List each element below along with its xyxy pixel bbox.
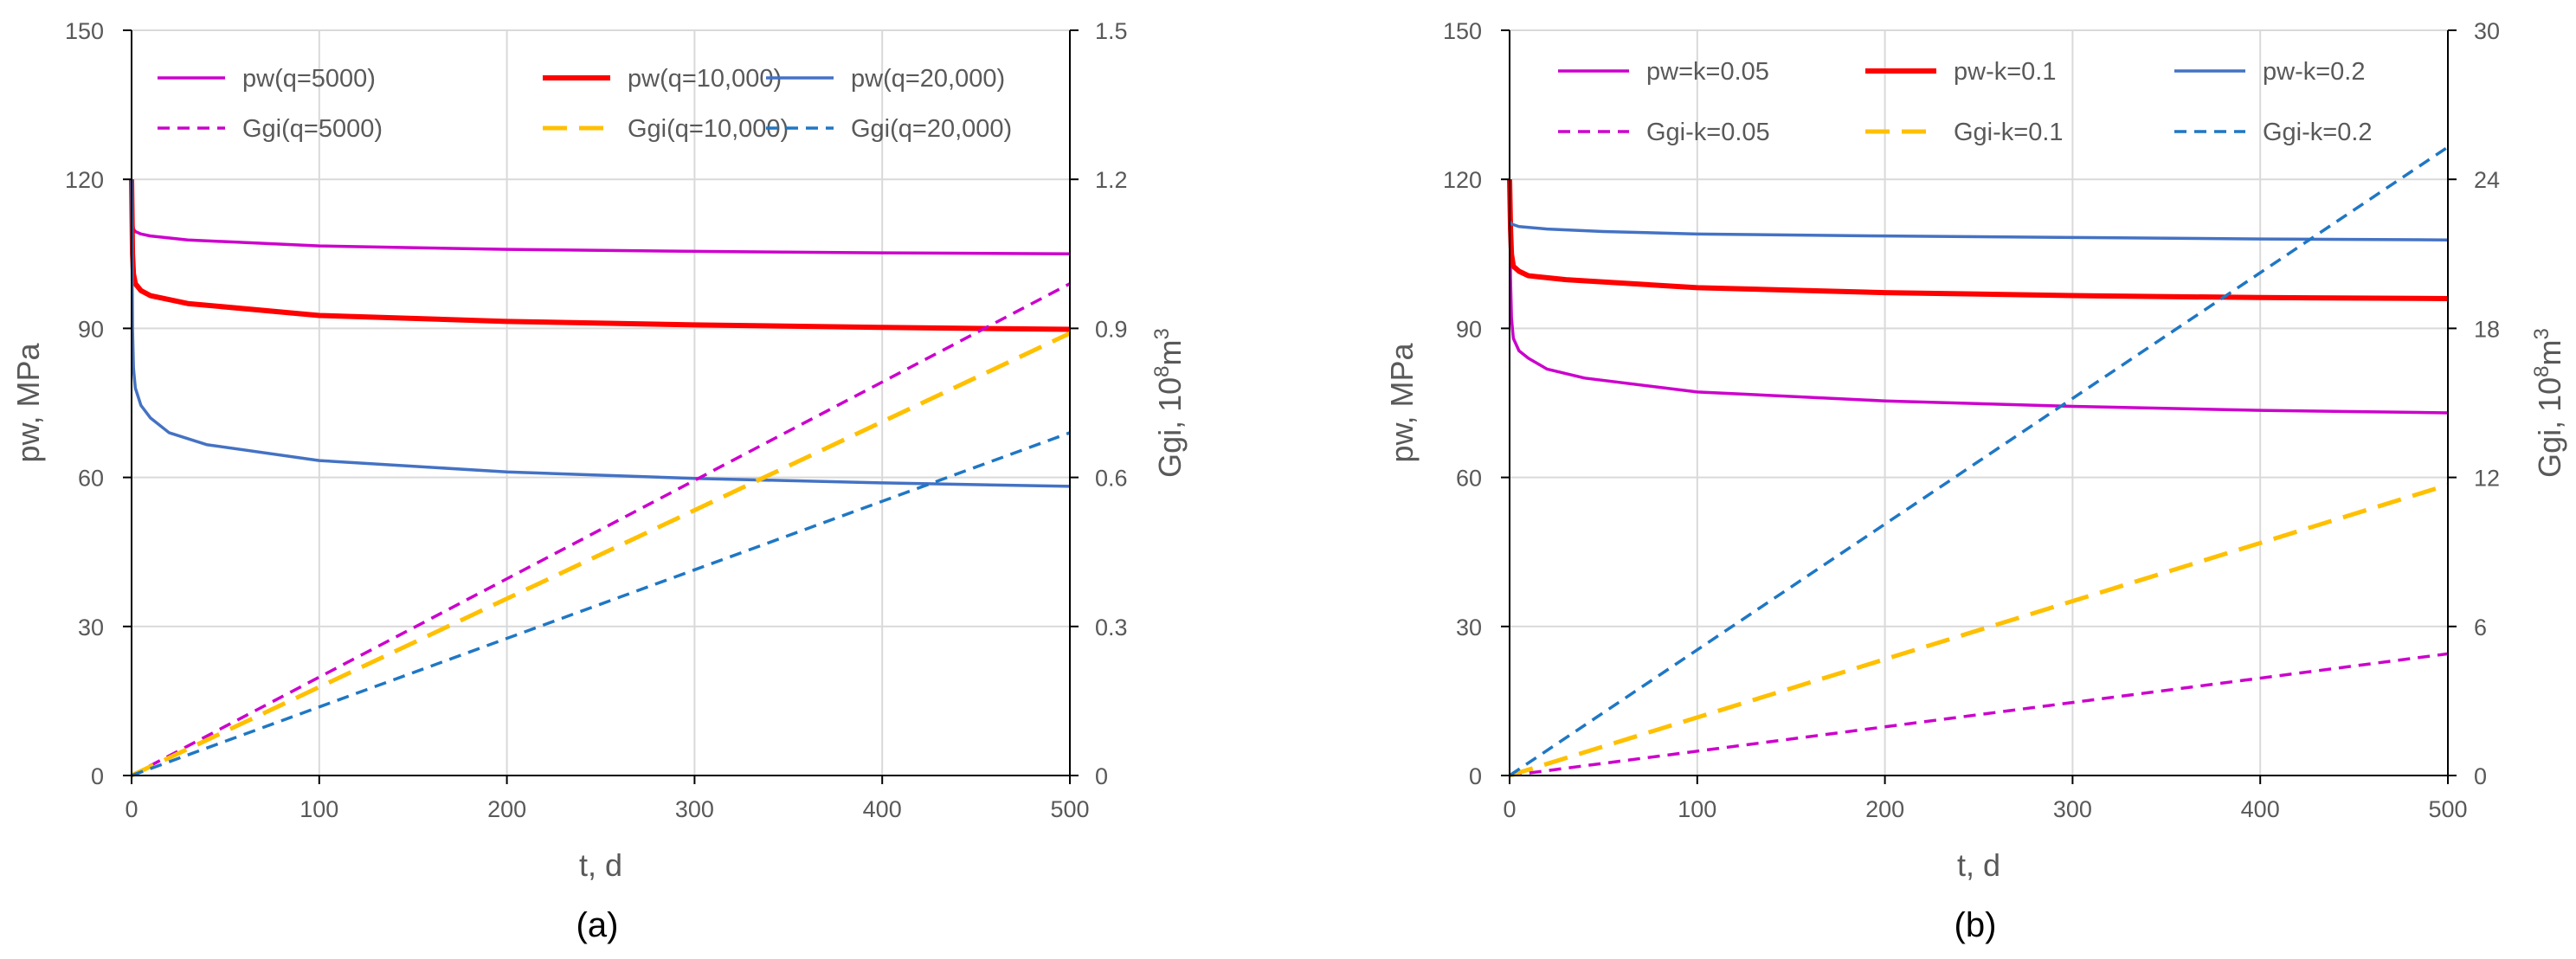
x-tick-label: 400 <box>863 796 902 822</box>
x-axis-title: t, d <box>1957 847 2000 883</box>
y2-tick-label: 0.3 <box>1095 615 1128 640</box>
legend-item: Ggi(q=20,000) <box>766 115 1012 143</box>
legend-label: Ggi(q=10,000) <box>628 115 789 143</box>
legend-item: pw-k=0.1 <box>1865 58 2056 86</box>
y-tick-label: 60 <box>78 466 104 492</box>
y2-tick-label: 12 <box>2474 466 2500 492</box>
x-tick-label: 200 <box>487 796 526 822</box>
series-line-pw-2 <box>1508 220 2449 241</box>
y2-tick-label: 30 <box>2474 18 2500 44</box>
x-tick-label: 500 <box>2428 796 2467 822</box>
y-tick-label: 150 <box>65 18 104 44</box>
y-axis-title: pw, MPa <box>10 342 46 462</box>
x-tick-label: 100 <box>299 796 338 822</box>
legend-label: Ggi(q=20,000) <box>851 115 1012 143</box>
legend-item: pw=k=0.05 <box>1558 58 1769 86</box>
legend-label: Ggi-k=0.05 <box>1646 119 1770 146</box>
y-tick-label: 120 <box>65 167 104 193</box>
y2-tick-label: 1.2 <box>1095 167 1128 193</box>
x-tick-label: 0 <box>1503 796 1516 822</box>
legend-item: Ggi(q=5000) <box>158 115 383 143</box>
y-tick-label: 0 <box>91 763 104 789</box>
panel-caption: (b) <box>1955 906 1997 944</box>
y-tick-label: 60 <box>1456 466 1482 492</box>
y2-tick-label: 0.6 <box>1095 466 1128 492</box>
legend-item: pw-k=0.2 <box>2174 58 2365 86</box>
y-tick-label: 90 <box>78 316 104 342</box>
legend-label: Ggi-k=0.1 <box>1954 119 2064 146</box>
x-tick-label: 300 <box>2053 796 2092 822</box>
legend-item: Ggi-k=0.2 <box>2174 119 2373 146</box>
series-line-ggi-3 <box>1509 652 2449 777</box>
legend-item: pw(q=20,000) <box>766 65 1005 93</box>
chart-panel-b: 0 100 200 300 400 500 0 30 60 90 120 150 0 6 12 18 24 30 t… <box>1384 18 2567 944</box>
y-tick-label: 0 <box>1469 763 1482 789</box>
series-line-pw-2 <box>130 179 1071 488</box>
y2-tick-label: 0.9 <box>1095 316 1128 342</box>
legend-label: Ggi-k=0.2 <box>2263 119 2373 146</box>
y-tick-label: 150 <box>1443 18 1482 44</box>
legend-item: Ggi-k=0.05 <box>1558 119 1770 146</box>
series-line-ggi-4 <box>1509 482 2449 778</box>
legend-label: pw(q=10,000) <box>628 65 782 93</box>
legend-label: pw-k=0.2 <box>2263 58 2365 86</box>
y2-axis-title: Ggi, 108m3 <box>1150 328 1188 478</box>
y2-axis-title: Ggi, 108m3 <box>2530 328 2567 478</box>
panel-caption: (a) <box>576 906 619 944</box>
y2-tick-label: 24 <box>2474 167 2500 193</box>
legend-item: Ggi-k=0.1 <box>1865 119 2064 146</box>
y-tick-label: 120 <box>1443 167 1482 193</box>
x-tick-label: 300 <box>675 796 714 822</box>
x-axis-title: t, d <box>579 847 622 883</box>
legend: pw(q=5000) pw(q=10,000) pw(q=20,000) Ggi(q=… <box>158 65 1012 143</box>
legend-label: pw=k=0.05 <box>1646 58 1769 86</box>
legend-label: pw-k=0.1 <box>1954 58 2056 86</box>
series-line-pw-1 <box>1507 179 2449 301</box>
x-tick-label: 500 <box>1050 796 1089 822</box>
y2-tick-label: 1.5 <box>1095 18 1128 44</box>
y2-tick-label: 0 <box>1095 763 1108 789</box>
x-tick-label: 400 <box>2241 796 2280 822</box>
series-line-ggi-4 <box>130 331 1072 778</box>
series-line-ggi-5 <box>1509 145 2449 777</box>
series-line-pw-0 <box>1508 179 2449 415</box>
x-tick-label: 0 <box>125 796 138 822</box>
y2-tick-label: 6 <box>2474 615 2487 640</box>
x-tick-label: 100 <box>1678 796 1716 822</box>
y-axis-title: pw, MPa <box>1384 342 1420 462</box>
legend: pw=k=0.05 pw-k=0.1 pw-k=0.2 Ggi-k=0.05 Ggi-k… <box>1558 58 2373 146</box>
y-tick-label: 30 <box>1456 615 1482 640</box>
x-tick-label: 200 <box>1865 796 1904 822</box>
series-line-ggi-3 <box>131 282 1071 777</box>
legend-label: pw(q=20,000) <box>851 65 1005 93</box>
legend-item: pw(q=10,000) <box>543 65 782 93</box>
legend-item: Ggi(q=10,000) <box>543 115 789 143</box>
y-tick-label: 30 <box>78 615 104 640</box>
series-line-pw-0 <box>130 179 1071 256</box>
y2-tick-label: 0 <box>2474 763 2487 789</box>
legend-label: pw(q=5000) <box>242 65 376 93</box>
chart-panel-a: 0 100 200 300 400 500030609012015000.30.60.91… <box>10 18 1188 944</box>
y2-tick-label: 18 <box>2474 316 2500 342</box>
series-line-ggi-5 <box>131 431 1071 777</box>
legend-item: pw(q=5000) <box>158 65 376 93</box>
y-tick-label: 90 <box>1456 316 1482 342</box>
legend-label: Ggi(q=5000) <box>242 115 383 143</box>
